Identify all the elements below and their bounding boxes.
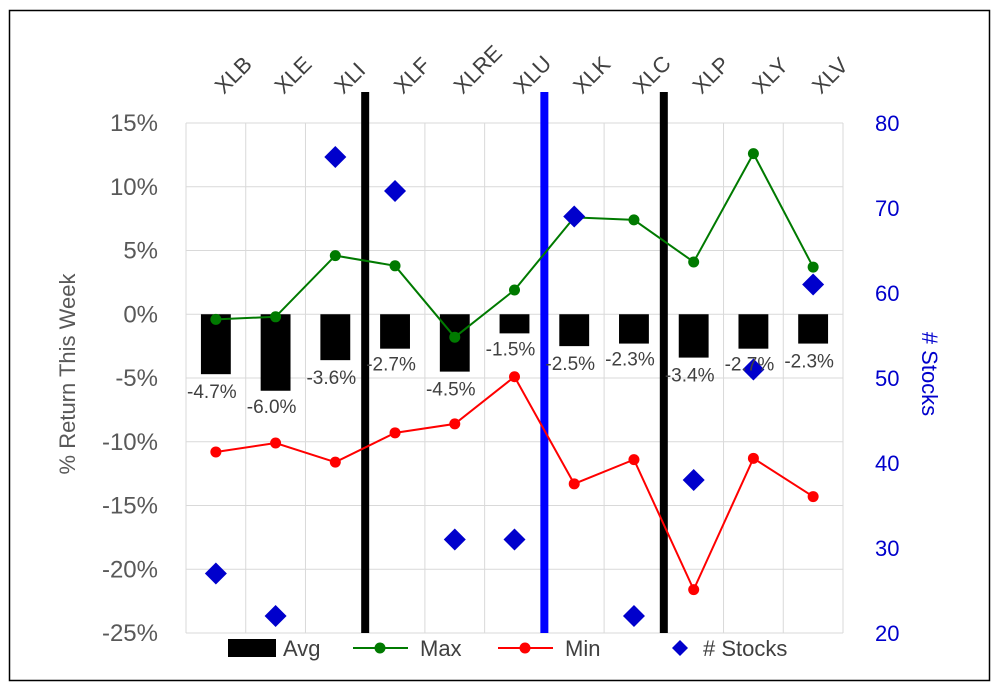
avg-label-xly: -2.7% <box>725 355 775 376</box>
min-point-xlk <box>568 478 580 490</box>
avg-bar-xlf <box>380 314 410 349</box>
avg-label-xlre: -4.5% <box>426 380 476 401</box>
min-point-xlv <box>807 491 819 503</box>
stocks-diamond-xlre <box>443 528 466 551</box>
right-axis-title: # Stocks <box>917 332 942 416</box>
right-axis: 80 70 60 50 40 30 20 <box>875 111 899 646</box>
max-point-xlc <box>628 214 640 226</box>
min-point-xlb <box>210 446 222 458</box>
legend-label-max: Max <box>420 636 462 661</box>
left-axis-title: % Return This Week <box>55 273 80 475</box>
avg-bar-xly <box>738 314 769 349</box>
left-tick-label: -25% <box>102 620 158 647</box>
left-tick-label: -15% <box>102 493 158 520</box>
left-tick-label: 0% <box>123 301 158 328</box>
avg-label-xlp: -3.4% <box>665 366 715 387</box>
right-tick-label: 40 <box>875 451 899 476</box>
stocks-diamond-xlv <box>802 273 825 296</box>
left-tick-label: 15% <box>110 110 158 137</box>
avg-label-xlu: -1.5% <box>486 339 536 360</box>
avg-label-xli: -3.6% <box>306 368 356 389</box>
right-tick-label: 50 <box>875 366 899 391</box>
gridlines <box>185 122 844 634</box>
min-point-xlf <box>389 427 401 439</box>
avg-bar-xlu <box>499 314 530 334</box>
legend-label-stocks: # Stocks <box>703 636 787 661</box>
right-tick-label: 20 <box>875 621 899 646</box>
avg-label-xle: -6.0% <box>247 397 297 418</box>
avg-bar-xli <box>320 314 351 361</box>
max-point-xle <box>270 311 282 323</box>
min-point-xlu <box>509 371 520 383</box>
right-tick-label: 80 <box>875 111 899 136</box>
avg-label-xlv: -2.3% <box>784 352 834 373</box>
left-axis: 15% 10% 5% 0% -5% -10% -15% -20% -25% <box>102 110 158 647</box>
min-point-xlp <box>688 584 700 596</box>
right-tick-label: 30 <box>875 536 899 561</box>
max-point-xlp <box>688 256 700 268</box>
avg-bar-xlk <box>559 314 590 347</box>
avg-bar-xlp <box>678 314 709 358</box>
max-point-xli <box>329 250 341 262</box>
legend-label-min: Min <box>565 636 600 661</box>
right-tick-label: 60 <box>875 281 899 306</box>
max-point-xlb <box>210 313 222 325</box>
avg-bar-xle <box>260 314 291 391</box>
stocks-diamond-xlp <box>682 469 705 491</box>
legend-label-avg: Avg <box>283 636 321 661</box>
series-points <box>204 146 825 627</box>
legend-swatch-avg <box>228 639 276 657</box>
stocks-diamond-xlf <box>384 180 407 202</box>
right-tick-label: 70 <box>875 196 899 221</box>
avg-bar-xlre <box>439 314 470 372</box>
avg-label-xlc: -2.3% <box>605 350 655 371</box>
left-tick-label: 5% <box>123 238 158 265</box>
legend-swatch-stocks <box>672 640 688 656</box>
separators <box>361 92 668 633</box>
left-tick-label: -20% <box>102 556 158 583</box>
left-tick-label: -5% <box>115 365 158 392</box>
stocks-diamond-xlc <box>622 605 645 627</box>
legend-marker-max <box>374 642 386 654</box>
stocks-diamond-xle <box>264 605 287 627</box>
avg-label-xlk: -2.5% <box>545 354 595 375</box>
max-point-xly <box>747 148 759 160</box>
data-labels: -4.7% -6.0% -3.6% -2.7% -4.5% -1.5% -2.5% -2.3%… <box>187 339 834 417</box>
min-point-xle <box>270 437 282 449</box>
min-point-xli <box>329 456 341 468</box>
min-point-xlc <box>628 454 640 466</box>
avg-bar-xlc <box>619 314 649 344</box>
left-tick-label: -10% <box>102 429 158 456</box>
outer-border <box>8 9 991 682</box>
avg-label-xlf: -2.7% <box>366 355 416 376</box>
max-point-xlf <box>389 260 401 272</box>
legend: Avg Max Min # Stocks <box>228 636 787 661</box>
max-point-xlv <box>807 261 819 273</box>
min-point-xlre <box>449 418 461 430</box>
max-point-xlu <box>509 284 520 296</box>
left-tick-label: 10% <box>110 174 158 201</box>
max-point-xlre <box>449 331 461 343</box>
legend-marker-min <box>519 642 531 654</box>
avg-label-xlb: -4.7% <box>187 382 237 403</box>
stocks-diamond-xlb <box>204 562 227 585</box>
stocks-diamond-xly <box>742 358 765 381</box>
avg-bar-xlv <box>798 314 829 344</box>
min-point-xly <box>747 452 759 464</box>
stocks-diamond-xlk <box>563 205 586 228</box>
stocks-diamond-xlu <box>503 528 526 551</box>
stocks-diamond-xli <box>324 146 347 168</box>
avg-bars <box>200 314 829 391</box>
